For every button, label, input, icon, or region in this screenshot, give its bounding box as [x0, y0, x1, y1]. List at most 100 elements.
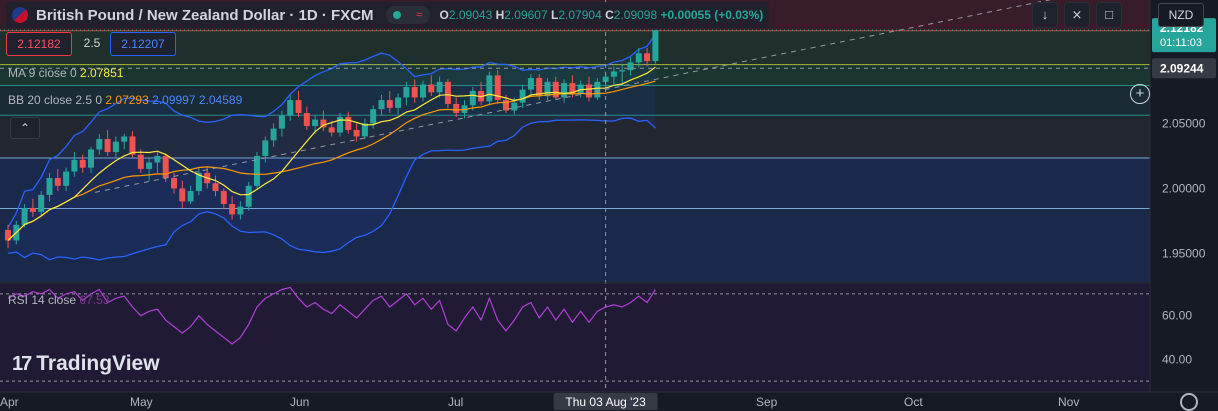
- candle[interactable]: [627, 57, 634, 76]
- candle[interactable]: [245, 181, 252, 211]
- candle[interactable]: [137, 149, 144, 173]
- candle[interactable]: [395, 93, 402, 115]
- candle[interactable]: [594, 77, 601, 101]
- rsi-value: 67.53: [79, 293, 110, 307]
- candle[interactable]: [237, 201, 244, 220]
- time-axis[interactable]: Apr May Jun Jul Sep Oct Nov Thu 03 Aug '23: [0, 391, 1218, 410]
- sell-price-button[interactable]: 2.12182: [6, 32, 72, 56]
- candle[interactable]: [195, 167, 202, 195]
- candle-body: [96, 139, 103, 150]
- candle[interactable]: [38, 191, 45, 216]
- candle-body: [569, 83, 576, 94]
- candle[interactable]: [146, 157, 153, 181]
- candle[interactable]: [469, 87, 476, 111]
- candle[interactable]: [519, 84, 526, 108]
- candle[interactable]: [54, 168, 61, 192]
- candle[interactable]: [104, 129, 111, 156]
- open-label: O: [439, 8, 449, 22]
- candle-body: [444, 81, 451, 104]
- rsi-tick-label: 40.00: [1162, 352, 1192, 366]
- candle[interactable]: [303, 106, 310, 130]
- candle[interactable]: [162, 153, 169, 182]
- candle-body: [428, 84, 435, 93]
- price-axis[interactable]: 1.950002.000002.0500060.0040.002.1218201…: [1149, 0, 1218, 410]
- rsi-legend[interactable]: RSI 14 close 67.53: [8, 293, 109, 307]
- candle[interactable]: [229, 196, 236, 220]
- candle-body: [345, 116, 352, 130]
- candle[interactable]: [270, 123, 277, 147]
- candle[interactable]: [619, 63, 626, 86]
- candle-body: [220, 191, 227, 205]
- candle[interactable]: [287, 94, 294, 121]
- candle[interactable]: [544, 77, 551, 101]
- candle[interactable]: [577, 80, 584, 98]
- candle[interactable]: [652, 29, 659, 64]
- candle[interactable]: [361, 118, 368, 140]
- price-zone: [0, 30, 1150, 65]
- candle[interactable]: [187, 185, 194, 205]
- candle[interactable]: [353, 123, 360, 142]
- maximize-button[interactable]: □: [1096, 2, 1122, 28]
- candle[interactable]: [610, 66, 617, 85]
- candle[interactable]: [337, 113, 343, 137]
- candle[interactable]: [5, 224, 11, 249]
- candle[interactable]: [112, 136, 119, 158]
- candle[interactable]: [21, 204, 28, 228]
- market-status-pill[interactable]: ≈: [385, 6, 430, 24]
- bb-upper-value: 2.09997: [152, 93, 196, 107]
- candle[interactable]: [312, 115, 319, 134]
- bb-legend[interactable]: BB 20 close 2.5 0 2.07293 2.09997 2.0458…: [8, 93, 242, 107]
- candle[interactable]: [295, 90, 302, 117]
- candle[interactable]: [63, 167, 70, 192]
- candle[interactable]: [494, 70, 501, 104]
- candle[interactable]: [29, 198, 36, 218]
- candle[interactable]: [278, 110, 285, 137]
- candle[interactable]: [179, 180, 186, 208]
- crosshair-price-tag: [1152, 58, 1216, 79]
- candle[interactable]: [444, 79, 451, 108]
- collapse-legend-button[interactable]: ⌃: [10, 117, 40, 139]
- settings-gear-icon[interactable]: [1180, 393, 1198, 411]
- scroll-down-button[interactable]: ↓: [1032, 2, 1058, 28]
- candle[interactable]: [403, 81, 410, 106]
- candle-body: [287, 100, 294, 116]
- candle[interactable]: [345, 111, 352, 134]
- time-tick-label: Nov: [1058, 395, 1079, 409]
- time-tick-label: Jul: [448, 395, 463, 409]
- candle[interactable]: [561, 79, 568, 103]
- candle[interactable]: [411, 79, 418, 103]
- candle[interactable]: [328, 120, 335, 137]
- currency-selector[interactable]: NZD: [1158, 3, 1204, 27]
- candle[interactable]: [220, 188, 227, 210]
- candle[interactable]: [71, 152, 78, 177]
- candle[interactable]: [79, 154, 86, 173]
- buy-price-button[interactable]: 2.12207: [110, 32, 176, 56]
- collapse-button[interactable]: ⨯: [1064, 2, 1090, 28]
- candle-body: [245, 185, 252, 207]
- candle[interactable]: [635, 48, 642, 68]
- candle[interactable]: [378, 94, 385, 116]
- candle[interactable]: [527, 74, 534, 95]
- candle[interactable]: [154, 152, 161, 173]
- symbol-title[interactable]: British Pound / New Zealand Dollar · 1D …: [36, 6, 374, 24]
- candle[interactable]: [96, 133, 103, 155]
- candle[interactable]: [121, 133, 128, 150]
- candle[interactable]: [436, 76, 443, 98]
- candle[interactable]: [88, 146, 94, 173]
- candle[interactable]: [552, 76, 559, 101]
- candle[interactable]: [386, 90, 393, 114]
- candle[interactable]: [486, 71, 493, 106]
- candle-body: [254, 155, 260, 186]
- high-value: 2.09607: [504, 8, 548, 22]
- candle[interactable]: [46, 172, 53, 202]
- add-alert-button[interactable]: +: [1130, 84, 1150, 104]
- ma-legend[interactable]: MA 9 close 0 2.07851: [8, 66, 123, 80]
- candle[interactable]: [453, 97, 460, 117]
- candle[interactable]: [420, 80, 426, 102]
- candle[interactable]: [320, 110, 327, 132]
- candle[interactable]: [428, 75, 435, 97]
- candle[interactable]: [254, 152, 260, 189]
- candle[interactable]: [644, 48, 651, 67]
- candle[interactable]: [212, 175, 219, 197]
